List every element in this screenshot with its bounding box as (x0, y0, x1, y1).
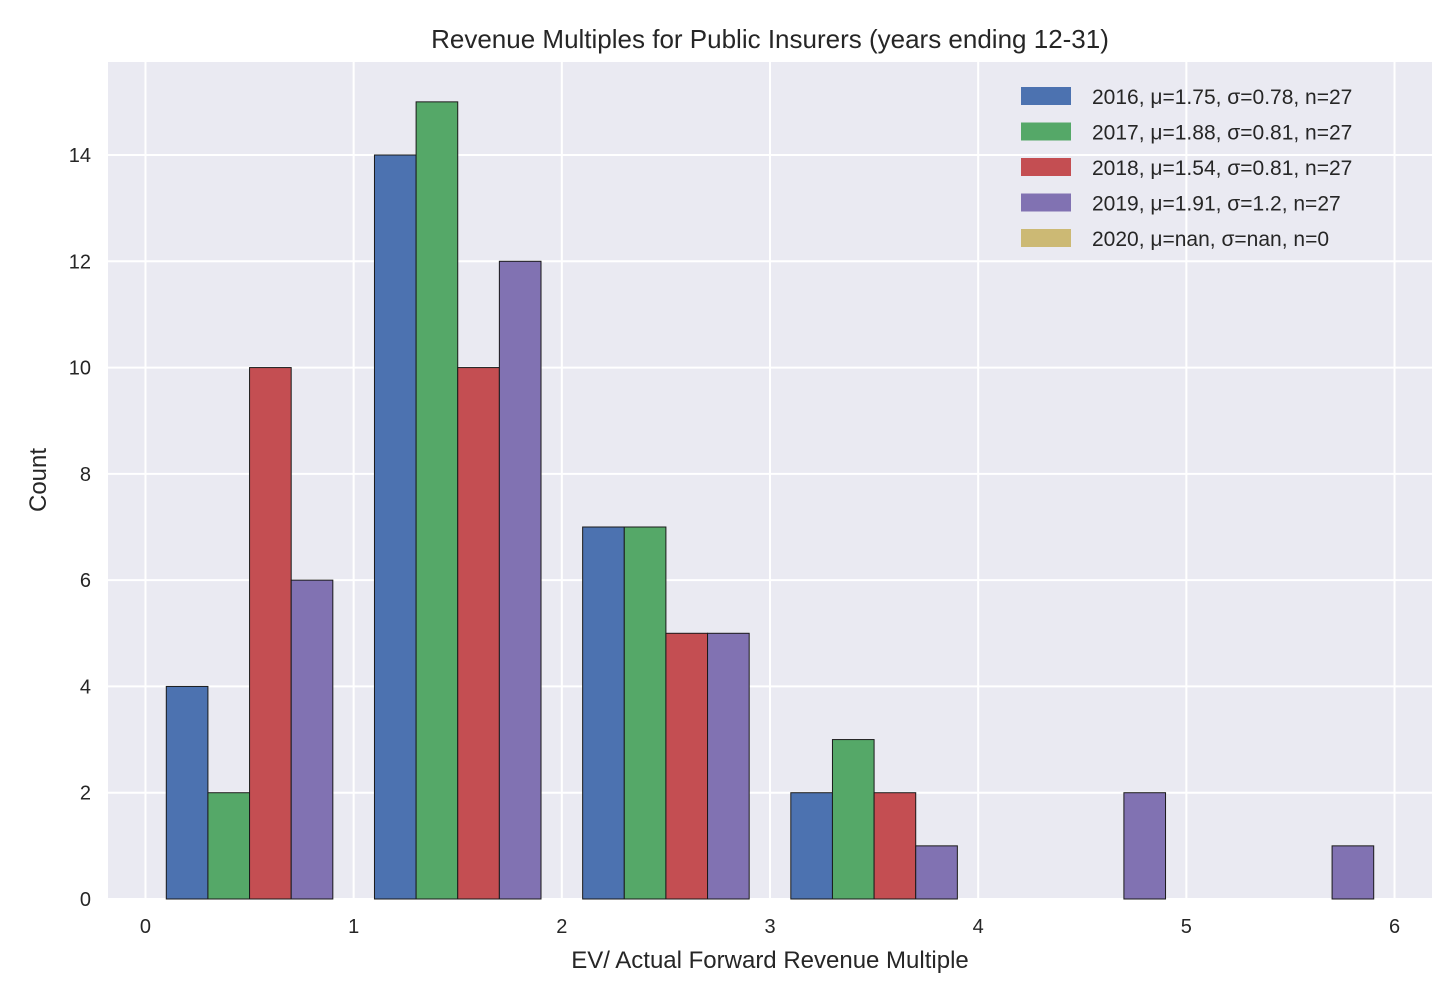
legend-entry: 2019, μ=1.91, σ=1.2, n=27 (1092, 193, 1341, 216)
x-tick-label: 4 (973, 916, 984, 938)
bar (582, 526, 625, 900)
legend-swatch (1021, 193, 1071, 212)
y-tick-labels: 0 2 4 6 8 10 12 14 (69, 145, 91, 911)
bar (707, 632, 750, 900)
bars (165, 101, 1375, 900)
bar (415, 101, 459, 900)
legend-swatch (1021, 87, 1071, 105)
bar (207, 792, 251, 900)
x-axis-label: EV/ Actual Forward Revenue Multiple (571, 947, 969, 974)
bar (623, 526, 667, 900)
x-tick-label: 6 (1389, 916, 1400, 938)
y-tick-label: 8 (80, 464, 91, 486)
x-tick-label: 1 (348, 916, 359, 938)
y-tick-label: 4 (80, 676, 91, 698)
y-tick-label: 10 (69, 358, 91, 380)
bar (249, 367, 292, 900)
legend-entry: 2018, μ=1.54, σ=0.81, n=27 (1092, 157, 1352, 180)
legend-swatch (1021, 122, 1071, 141)
y-tick-label: 14 (69, 145, 91, 167)
x-tick-label: 3 (764, 916, 775, 938)
y-axis-label: Count (25, 448, 52, 512)
legend-entry: 2016, μ=1.75, σ=0.78, n=27 (1092, 86, 1352, 109)
bar (373, 154, 417, 900)
bar (665, 632, 709, 900)
bar (1331, 845, 1375, 900)
bar (831, 739, 875, 900)
bar (915, 845, 958, 900)
legend: 2016, μ=1.75, σ=0.78, n=27 2017, μ=1.88, … (1021, 86, 1352, 251)
x-tick-label: 5 (1181, 916, 1192, 938)
bar (165, 685, 209, 900)
legend-swatch (1021, 158, 1071, 176)
bar (290, 579, 334, 900)
legend-entry: 2017, μ=1.88, σ=0.81, n=27 (1092, 122, 1352, 145)
x-tick-label: 0 (140, 916, 151, 938)
bar (790, 792, 833, 900)
legend-swatch (1021, 229, 1071, 247)
y-tick-label: 6 (80, 570, 91, 592)
chart-title: Revenue Multiples for Public Insurers (y… (431, 24, 1109, 54)
y-tick-label: 2 (80, 783, 91, 805)
bar (457, 367, 500, 900)
bar (1123, 792, 1167, 900)
x-tick-labels: 0 1 2 3 4 5 6 (140, 916, 1400, 938)
bar (873, 792, 917, 900)
y-tick-label: 12 (69, 251, 91, 273)
legend-entry: 2020, μ=nan, σ=nan, n=0 (1092, 228, 1329, 251)
y-tick-label: 0 (80, 889, 91, 911)
bar (498, 260, 542, 900)
x-tick-label: 2 (556, 916, 567, 938)
